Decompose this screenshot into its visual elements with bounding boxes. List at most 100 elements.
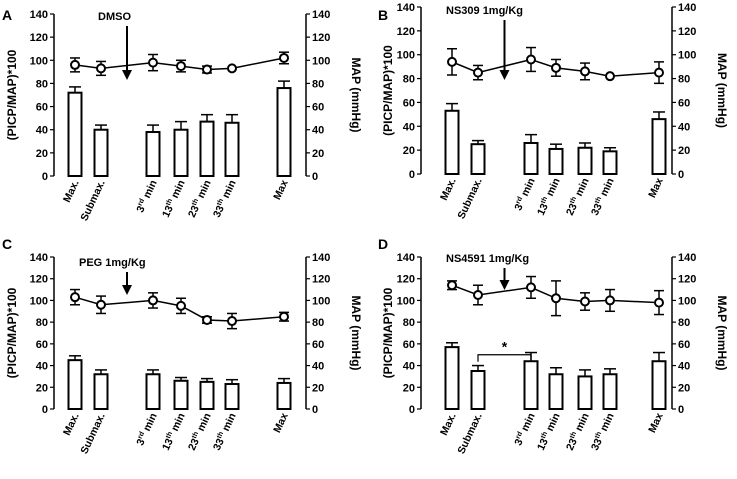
category-label: 33th min [589, 411, 617, 452]
category-label-tail: min [597, 176, 617, 201]
left-axis-title: (PICP/MAP)*100 [5, 49, 19, 140]
right-tick-label: 140 [312, 9, 330, 21]
right-tick-label: 120 [678, 26, 696, 38]
map-point [96, 299, 106, 310]
right-tick-label: 140 [678, 252, 696, 264]
bar [199, 380, 215, 411]
bar [145, 131, 161, 177]
left-tick-label: 60 [36, 339, 48, 351]
right-tick-label: 0 [678, 404, 684, 416]
left-tick-label: 100 [397, 295, 415, 307]
left-axis-title: (PICP/MAP)*100 [381, 287, 395, 378]
category-label: 3rd min [512, 411, 537, 447]
category-label-main: 3 [512, 437, 525, 448]
category-label: Submax. [78, 411, 107, 456]
category-label: 3rd min [134, 178, 159, 214]
category-label-sup: th [594, 431, 603, 440]
category-label-tail: min [194, 178, 214, 203]
map-point [447, 56, 457, 67]
bar [651, 360, 667, 411]
map-point [202, 64, 212, 75]
category-label: Submax. [78, 178, 107, 223]
category-label: 33th min [211, 411, 239, 452]
category-label-main: 33 [589, 202, 605, 218]
bar [444, 109, 460, 175]
right-tick-label: 80 [312, 78, 324, 90]
category-label-main: 23 [186, 437, 202, 453]
right-tick-label: 40 [678, 361, 690, 373]
category-label-sup: th [569, 431, 578, 440]
category-label-tail: min [572, 411, 592, 436]
map-point [176, 61, 186, 72]
category-label: Max [271, 178, 291, 202]
category-label: 33th min [589, 176, 617, 217]
map-point [654, 67, 664, 78]
left-tick-label: 40 [403, 121, 415, 133]
bar [173, 379, 189, 410]
category-label-tail: min [518, 176, 538, 201]
category-label-main: 13 [535, 437, 551, 453]
left-tick-label: 120 [30, 32, 48, 44]
right-tick-label: 20 [678, 382, 690, 394]
map-point [96, 63, 106, 74]
right-tick-label: 100 [678, 295, 696, 307]
right-tick-label: 100 [312, 295, 330, 307]
bar [276, 381, 292, 411]
right-axis-title: MAP (mmHg) [715, 295, 729, 370]
left-tick-label: 80 [403, 74, 415, 86]
bar [224, 121, 240, 178]
category-label-main: Submax. [78, 178, 107, 223]
category-label: Max. [438, 176, 459, 202]
right-tick-label: 20 [678, 145, 690, 157]
category-label-main: Submax. [455, 176, 484, 221]
map-point [473, 290, 483, 300]
treatment-label: DMSO [98, 11, 131, 23]
category-label-main: 3 [134, 204, 147, 215]
left-tick-label: 60 [403, 97, 415, 109]
map-point [279, 311, 289, 322]
bar [523, 360, 539, 411]
category-label: 33th min [211, 178, 239, 219]
category-label: 3rd min [512, 176, 537, 212]
right-axis-title: MAP (mmHg) [349, 295, 363, 370]
category-label-sup: th [594, 196, 603, 205]
left-tick-label: 120 [397, 274, 415, 286]
category-label: 13th min [160, 411, 188, 452]
left-tick-label: 40 [36, 125, 48, 137]
bar [444, 346, 460, 411]
map-point [148, 57, 158, 68]
category-label-sup: th [165, 198, 174, 207]
category-label-tail: min [543, 176, 563, 201]
category-label-sup: rd [137, 431, 146, 440]
left-axis-title: (PICP/MAP)*100 [381, 45, 395, 136]
bar [577, 146, 593, 175]
right-tick-label: 40 [312, 125, 324, 137]
left-tick-label: 60 [36, 102, 48, 114]
left-tick-label: 20 [403, 145, 415, 157]
map-point [227, 316, 237, 327]
category-label-main: 13 [160, 204, 176, 220]
category-label: Max. [61, 178, 82, 204]
bar [93, 128, 109, 177]
category-label: Max. [61, 411, 82, 437]
category-label-tail: min [140, 178, 160, 203]
bar [67, 359, 83, 410]
category-label-sup: th [216, 198, 225, 207]
category-label-sup: rd [515, 196, 524, 205]
panel-letter: A [2, 7, 12, 23]
map-point [551, 293, 561, 304]
left-tick-label: 0 [409, 404, 415, 416]
category-label-main: Max. [61, 411, 82, 437]
map-point [202, 314, 212, 325]
map-point [70, 59, 80, 70]
category-label: 3rd min [134, 411, 159, 447]
category-label-main: Max. [438, 176, 459, 202]
category-label-main: 33 [589, 437, 605, 453]
map-point [580, 66, 590, 77]
map-point [447, 280, 457, 291]
category-label-sup: rd [515, 431, 524, 440]
left-tick-label: 100 [30, 55, 48, 67]
category-label-tail: min [140, 411, 160, 436]
map-point [176, 300, 186, 311]
